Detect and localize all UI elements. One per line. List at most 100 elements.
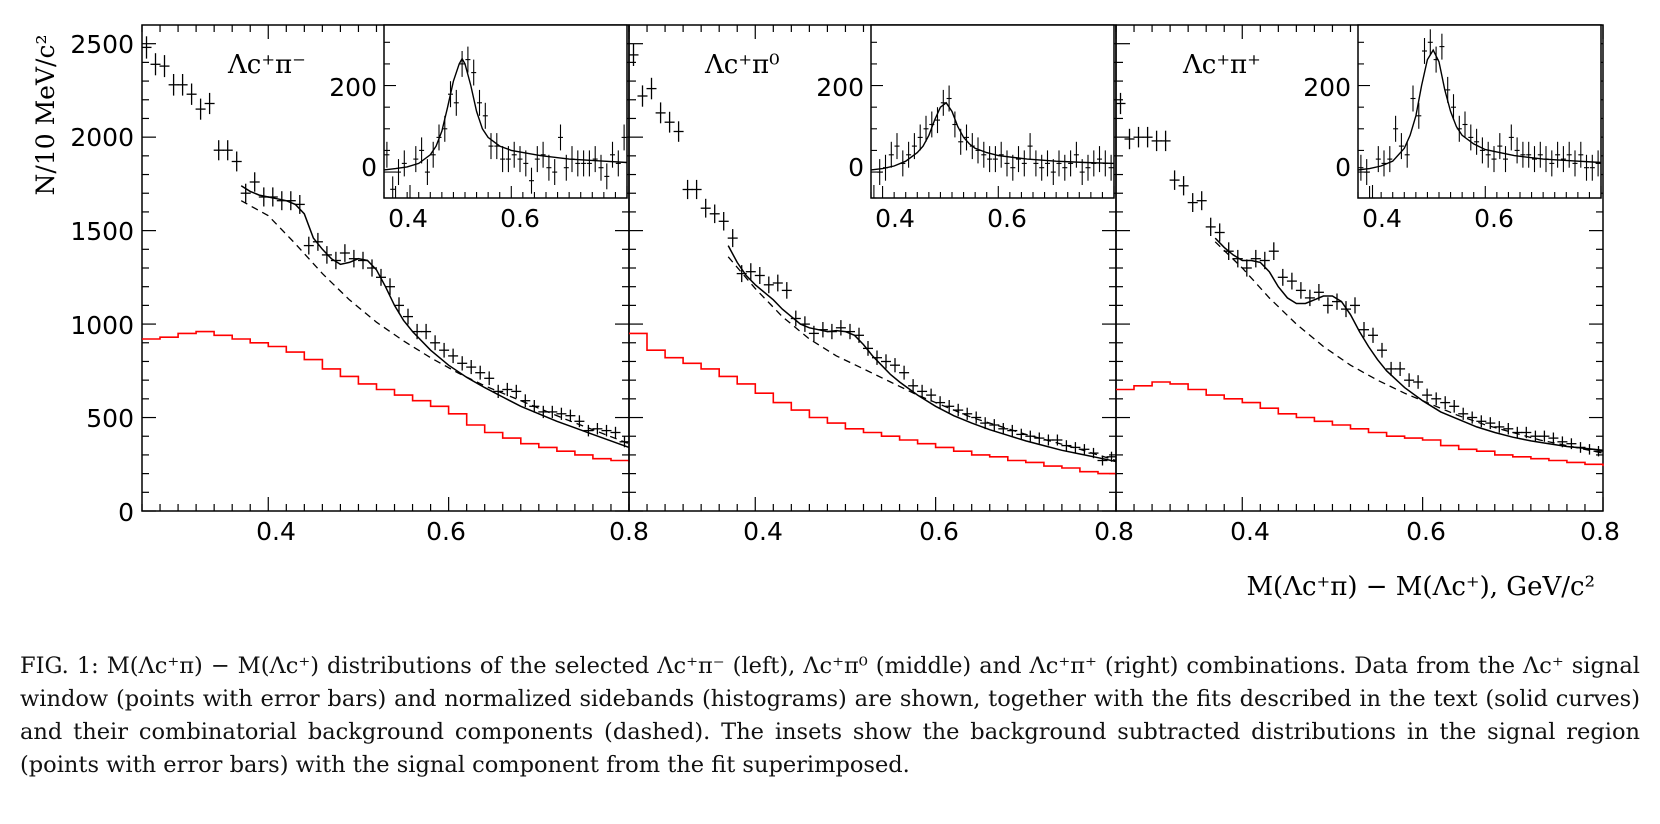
inset-y-tick-label: 0 xyxy=(1335,153,1351,182)
inset-data-point xyxy=(1485,141,1491,168)
data-point xyxy=(917,384,928,398)
inset-data-point xyxy=(1097,146,1102,173)
x-tick-label: 0.4 xyxy=(256,517,296,546)
data-point xyxy=(1268,242,1279,260)
inset-data-point xyxy=(1381,150,1387,177)
y-axis-title: N/10 MeV/c² xyxy=(31,35,60,196)
data-point xyxy=(1106,451,1117,462)
data-point xyxy=(330,251,341,270)
data-point xyxy=(1061,440,1072,451)
data-point xyxy=(1007,424,1018,437)
data-point xyxy=(240,183,251,203)
inset-data-point xyxy=(1416,102,1422,129)
inset-data-point xyxy=(883,154,888,181)
data-point xyxy=(1115,92,1126,115)
inset-data-point xyxy=(615,150,621,177)
inset-middle xyxy=(870,24,1115,199)
data-point xyxy=(682,179,693,200)
inset-y-tick-label: 200 xyxy=(1303,73,1351,102)
data-point xyxy=(1458,407,1469,420)
data-point xyxy=(1575,442,1586,453)
data-point xyxy=(276,191,287,211)
inset-data-point xyxy=(1375,146,1381,173)
data-point xyxy=(953,403,964,417)
inset-data-point xyxy=(1010,154,1016,181)
inset-y-tick-label: 200 xyxy=(816,73,864,102)
x-tick-label: 0.4 xyxy=(1230,517,1270,546)
data-point xyxy=(204,92,215,115)
data-point xyxy=(700,198,711,218)
inset-data-point xyxy=(1079,159,1085,185)
inset-data-point xyxy=(586,150,592,177)
data-point xyxy=(1530,430,1541,442)
inset-data-point xyxy=(1532,146,1537,173)
data-point xyxy=(1088,447,1099,459)
inset-data-point xyxy=(500,146,506,173)
data-point xyxy=(1476,415,1487,428)
data-point xyxy=(1377,342,1387,358)
data-point xyxy=(1512,426,1523,439)
data-point xyxy=(628,43,639,66)
y-tick-label: 1000 xyxy=(70,311,134,340)
inset-data-point xyxy=(442,115,448,142)
data-point xyxy=(1322,297,1333,314)
data-point xyxy=(1341,301,1351,318)
data-point xyxy=(1232,249,1243,268)
data-point xyxy=(1386,361,1397,376)
inset-frame xyxy=(383,24,628,199)
data-point xyxy=(1205,217,1216,236)
panel-label-left: Λc⁺π⁻ xyxy=(227,50,306,80)
inset-data-point xyxy=(1370,185,1375,199)
data-point xyxy=(835,320,846,336)
inset-data-point xyxy=(1595,150,1601,177)
inset-x-tick-label: 0.6 xyxy=(500,204,540,233)
data-point xyxy=(998,423,1009,435)
data-point xyxy=(1395,361,1406,376)
data-point xyxy=(150,53,161,76)
inset-signal-curve xyxy=(1357,48,1602,171)
inset-data-point xyxy=(894,133,900,160)
data-point xyxy=(1422,388,1433,402)
inset-data-point xyxy=(1039,154,1045,181)
data-point xyxy=(367,259,377,277)
data-point xyxy=(222,140,233,161)
inset-data-point xyxy=(1589,154,1595,181)
data-point xyxy=(339,244,350,262)
data-point xyxy=(881,354,891,369)
data-point xyxy=(430,335,441,351)
data-point xyxy=(1350,297,1360,314)
inset-data-point xyxy=(975,137,981,164)
data-point xyxy=(1160,130,1171,152)
data-point xyxy=(935,396,946,409)
data-point xyxy=(1223,242,1234,260)
x-tick-label: 0.6 xyxy=(426,517,466,546)
inset-data-point xyxy=(911,133,917,160)
fit-curve xyxy=(1214,237,1604,452)
inset-data-point xyxy=(540,141,546,168)
inset-data-point xyxy=(1508,124,1514,151)
data-point xyxy=(1557,436,1568,448)
inset-data-point xyxy=(396,159,401,185)
data-point xyxy=(358,251,368,270)
data-point xyxy=(1548,432,1559,444)
inset-data-point xyxy=(1491,146,1497,173)
inset-data-point xyxy=(534,146,540,173)
inset-data-point xyxy=(1584,154,1589,181)
data-point xyxy=(1277,268,1288,286)
data-point xyxy=(285,191,296,211)
data-point xyxy=(213,140,224,161)
inset-data-point xyxy=(1560,146,1566,173)
inset-data-points xyxy=(1358,29,1601,199)
data-point xyxy=(394,297,404,314)
inset-data-point xyxy=(900,150,906,177)
inset-right xyxy=(1357,24,1602,199)
data-point xyxy=(1034,432,1045,444)
inset-data-point xyxy=(1062,154,1068,181)
inset-data-point xyxy=(1102,150,1108,177)
data-point xyxy=(1359,322,1369,338)
inset-data-point xyxy=(448,81,453,108)
data-point xyxy=(890,358,900,373)
x-tick-label: 0.8 xyxy=(609,517,649,546)
y-tick-labels: 0 500 1000 1500 2000 2500 xyxy=(70,30,134,527)
data-points xyxy=(1115,92,1604,457)
